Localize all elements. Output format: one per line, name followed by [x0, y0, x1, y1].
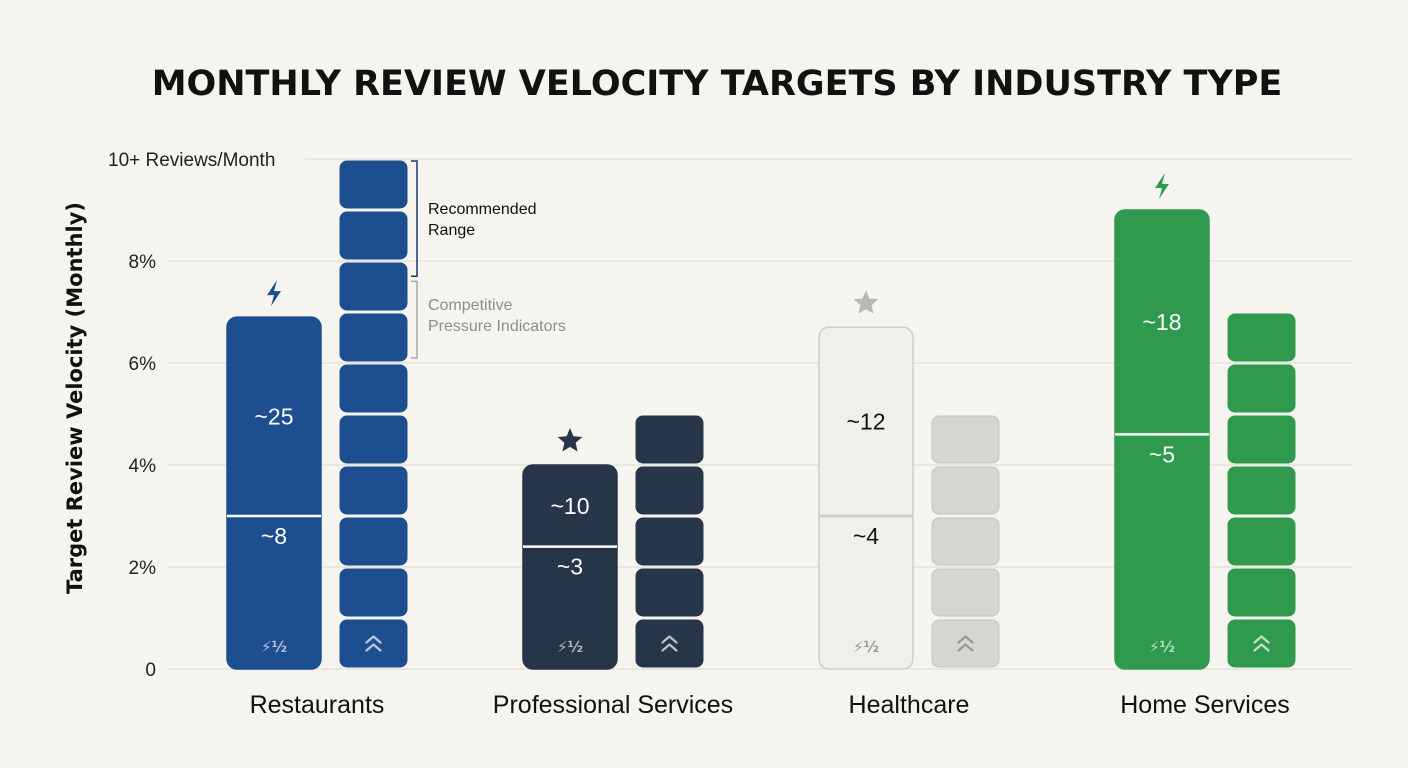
block-segment [1227, 466, 1296, 515]
range-bracket [411, 160, 418, 278]
pressure-bracket [411, 280, 418, 359]
y-axis-ticks: 0 2% 4% 6% 8% 10+ Reviews/Month [108, 150, 275, 681]
x-category-label: Professional Services [493, 691, 733, 719]
block-segment [339, 364, 408, 413]
bar-group: ~12 ~4 ⚡½ [818, 290, 914, 670]
bar-group: ~10 ~3 ⚡½ [522, 428, 618, 670]
y-axis-label: Target Review Velocity (Monthly) [63, 202, 87, 594]
annotations: Recommended Range Competitive Pressure Indi… [411, 160, 566, 359]
chart-title: MONTHLY REVIEW VELOCITY TARGETS BY INDUS… [152, 64, 1283, 104]
bar-group: ~18 ~5 ⚡½ [1114, 173, 1210, 670]
block-column [635, 415, 704, 668]
bar-lower-label: ~4 [853, 523, 879, 549]
block-column [931, 415, 1000, 668]
block-columns [339, 160, 1296, 668]
bar-lower-label: ~8 [261, 523, 287, 549]
lightning-icon [1155, 173, 1169, 199]
annotation-label: Range [428, 222, 475, 239]
bar-base-glyph: ⚡½ [1149, 638, 1175, 656]
bar-base-glyph: ⚡½ [557, 638, 583, 656]
y-tick-label: 4% [129, 456, 157, 477]
block-segment [339, 160, 408, 209]
y-tick-label: 8% [129, 252, 157, 273]
x-category-label: Healthcare [849, 691, 970, 719]
annotation-label: Recommended [428, 201, 537, 218]
block-segment [931, 517, 1000, 566]
bar-upper-label: ~18 [1142, 309, 1181, 335]
block-segment [339, 517, 408, 566]
block-segment [1227, 517, 1296, 566]
stacked-bar [1114, 209, 1210, 670]
block-segment [339, 211, 408, 260]
y-tick-label: 2% [129, 558, 157, 579]
bar-lower-label: ~3 [557, 554, 583, 580]
double-chevron-up-icon [957, 635, 974, 652]
y-tick-label: 10+ Reviews/Month [108, 150, 275, 171]
block-column [1227, 313, 1296, 668]
x-axis-categories: Restaurants Professional Services Healthca… [250, 691, 1290, 719]
block-segment [635, 568, 704, 617]
bar-base-glyph: ⚡½ [853, 638, 879, 656]
block-segment [635, 517, 704, 566]
y-tick-label: 0 [145, 660, 156, 681]
bar-upper-label: ~12 [846, 409, 885, 435]
block-segment [931, 415, 1000, 464]
stacked-bar [818, 326, 914, 670]
stacked-bar [226, 316, 322, 670]
block-column [339, 160, 408, 668]
block-segment [1227, 313, 1296, 362]
block-segment [339, 415, 408, 464]
bar-group: ~25 ~8 ⚡½ [226, 280, 322, 670]
block-segment [339, 466, 408, 515]
block-segment [339, 262, 408, 311]
bar-upper-label: ~10 [550, 493, 589, 519]
block-segment [1227, 364, 1296, 413]
block-segment [339, 313, 408, 362]
block-segment [1227, 568, 1296, 617]
x-category-label: Home Services [1120, 691, 1290, 719]
double-chevron-up-icon [1253, 635, 1270, 652]
double-chevron-up-icon [661, 635, 678, 652]
bars: ~25 ~8 ⚡½ ~10 ~3 ⚡½ ~12 ~4 ⚡½ ~18 ~5 ⚡½ [226, 173, 1210, 670]
lightning-icon [267, 280, 281, 307]
block-segment [339, 568, 408, 617]
star-icon [557, 428, 583, 452]
block-segment [635, 415, 704, 464]
block-segment [635, 466, 704, 515]
y-tick-label: 6% [129, 354, 157, 375]
gridlines [168, 158, 1352, 670]
stacked-bar [522, 464, 618, 670]
x-category-label: Restaurants [250, 691, 385, 719]
double-chevron-up-icon [365, 635, 382, 652]
block-segment [931, 466, 1000, 515]
annotation-label: Pressure Indicators [428, 318, 566, 335]
bar-lower-label: ~5 [1149, 441, 1175, 467]
annotation-label: Competitive [428, 297, 513, 314]
bar-base-glyph: ⚡½ [261, 638, 287, 656]
block-segment [931, 568, 1000, 617]
star-icon [853, 290, 879, 314]
block-segment [1227, 415, 1296, 464]
bar-upper-label: ~25 [254, 404, 293, 430]
